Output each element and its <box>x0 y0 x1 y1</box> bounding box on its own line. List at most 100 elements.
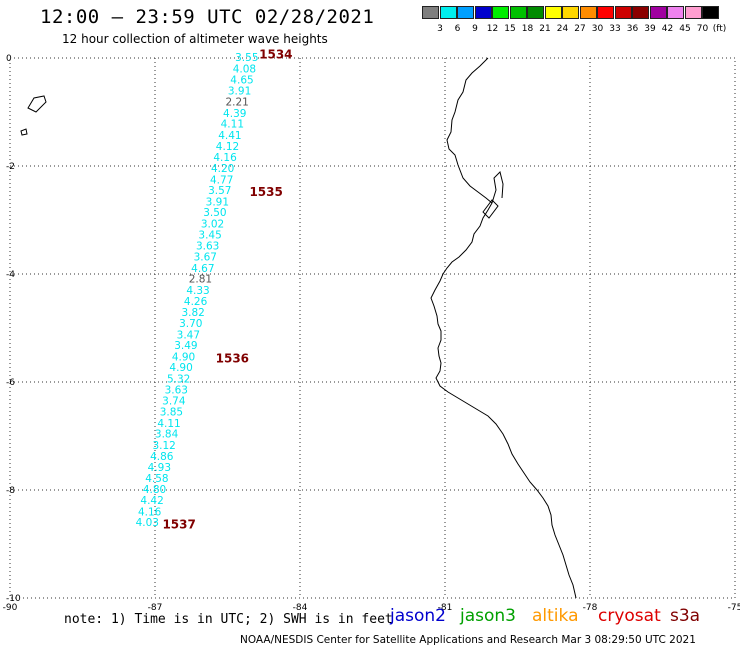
legend-unit: (ft) <box>712 24 727 34</box>
gulf-coastline <box>491 171 504 204</box>
legend-swatch <box>667 6 684 19</box>
legend-label: 15 <box>504 24 516 34</box>
wave-height-label: 4.11 <box>221 119 244 131</box>
legend-swatch <box>684 6 702 19</box>
wave-height-label: 5.32 <box>167 374 190 386</box>
legend-swatch <box>492 6 509 19</box>
x-tick-label: -78 <box>583 603 598 613</box>
galapagos-island-small <box>20 128 28 136</box>
legend-swatch <box>439 6 457 19</box>
legend-label: 45 <box>679 24 691 34</box>
wave-height-label: 3.70 <box>179 318 202 330</box>
legend-swatch <box>562 6 579 19</box>
wave-height-label: 4.77 <box>210 174 233 186</box>
legend-swatch <box>474 6 492 19</box>
legend-swatch <box>422 6 439 19</box>
wave-height-label: 4.11 <box>157 418 180 430</box>
legend-label: 18 <box>521 24 534 34</box>
legend-label: 70 <box>696 24 709 34</box>
wave-height-label: 4.08 <box>233 64 256 76</box>
legend-label: 33 <box>609 24 621 34</box>
legend-swatch <box>457 6 474 19</box>
wave-height-label: 4.90 <box>169 362 192 374</box>
legend-label: 30 <box>591 24 604 34</box>
legend-label: 27 <box>574 24 586 34</box>
legend-swatch <box>544 6 562 19</box>
legend-label: 3 <box>437 24 443 34</box>
wave-height-label: 2.81 <box>189 274 212 286</box>
satellite-name: cryosat <box>598 606 661 626</box>
wave-height-label: 3.74 <box>162 396 186 408</box>
y-tick-label: -6 <box>6 378 15 388</box>
wave-height-label: 4.16 <box>213 152 237 164</box>
galapagos-island-large <box>27 95 47 113</box>
wave-height-label: 4.90 <box>172 351 195 363</box>
legend-swatch <box>527 6 544 19</box>
x-tick-label: -75 <box>728 603 740 613</box>
wave-height-label: 3.50 <box>203 207 226 219</box>
x-tick-label: -84 <box>293 603 308 613</box>
footnote: note: 1) Time is in UTC; 2) SWH is in fe… <box>64 612 393 627</box>
wave-height-label: 4.80 <box>143 484 166 496</box>
x-tick-label: -90 <box>3 603 18 613</box>
wave-height-label: 4.65 <box>230 74 253 86</box>
legend-swatch <box>597 6 614 19</box>
satellite-name: altika <box>532 606 579 626</box>
wave-height-label: 3.84 <box>155 429 179 441</box>
y-tick-label: 0 <box>6 54 12 64</box>
y-tick-label: -4 <box>6 270 15 280</box>
legend-label: 42 <box>661 24 674 34</box>
legend-label: 24 <box>556 24 569 34</box>
legend-label: 6 <box>454 24 461 34</box>
wave-height-label: 4.42 <box>140 495 163 507</box>
satellite-name: jason3 <box>460 606 516 626</box>
pass-time-label: 1534 <box>259 48 292 62</box>
wave-height-label: 3.91 <box>228 86 251 98</box>
wave-height-label: 2.21 <box>225 97 248 109</box>
legend-swatch <box>579 6 597 19</box>
map-title: 12:00 – 23:59 UTC 02/28/2021 <box>40 6 375 28</box>
wave-height-label: 3.47 <box>177 329 200 341</box>
satellite-name: jason2 <box>390 606 446 626</box>
wave-height-label: 3.02 <box>201 219 224 231</box>
wave-height-label: 3.55 <box>235 52 258 64</box>
wave-height-label: 3.57 <box>208 185 231 197</box>
wave-height-label: 4.12 <box>216 141 239 153</box>
y-tick-label: -8 <box>6 486 15 496</box>
y-tick-label: -10 <box>6 594 21 604</box>
wave-height-label: 4.93 <box>148 462 171 474</box>
wave-height-label: 4.03 <box>136 517 159 529</box>
wave-height-label: 4.26 <box>184 296 208 308</box>
legend-swatch <box>632 6 649 19</box>
wave-height-label: 4.20 <box>211 163 234 175</box>
legend-label: 36 <box>626 24 639 34</box>
legend-swatch <box>614 6 632 19</box>
wave-height-label: 4.58 <box>145 473 168 485</box>
x-tick-label: -87 <box>148 603 163 613</box>
wave-height-label: 3.67 <box>194 252 217 264</box>
legend-label: 21 <box>539 24 551 34</box>
wave-height-label: 3.12 <box>152 440 175 452</box>
legend-label: 39 <box>644 24 656 34</box>
wave-height-label: 3.63 <box>165 384 188 396</box>
map-frame <box>9 57 736 599</box>
wave-height-label: 3.82 <box>181 307 204 319</box>
legend-label: 12 <box>486 24 499 34</box>
wave-height-label: 4.33 <box>186 285 209 297</box>
satellite-name: s3a <box>670 606 701 626</box>
map-subtitle: 12 hour collection of altimeter wave hei… <box>62 32 328 46</box>
wave-height-label: 3.91 <box>206 196 229 208</box>
legend-swatch <box>702 6 719 19</box>
legend-swatch <box>649 6 667 19</box>
coastline <box>430 57 577 599</box>
pass-time-label: 1536 <box>216 352 249 366</box>
credits-footer: NOAA/NESDIS Center for Satellite Applica… <box>240 634 696 646</box>
wave-height-label: 4.86 <box>150 451 174 463</box>
wave-height-label: 3.49 <box>174 340 197 352</box>
wave-height-label: 3.85 <box>160 406 183 418</box>
wave-height-label: 4.39 <box>223 108 246 120</box>
wave-height-label: 4.41 <box>218 130 241 142</box>
pass-time-label: 1537 <box>162 517 195 531</box>
legend-swatch <box>509 6 527 19</box>
